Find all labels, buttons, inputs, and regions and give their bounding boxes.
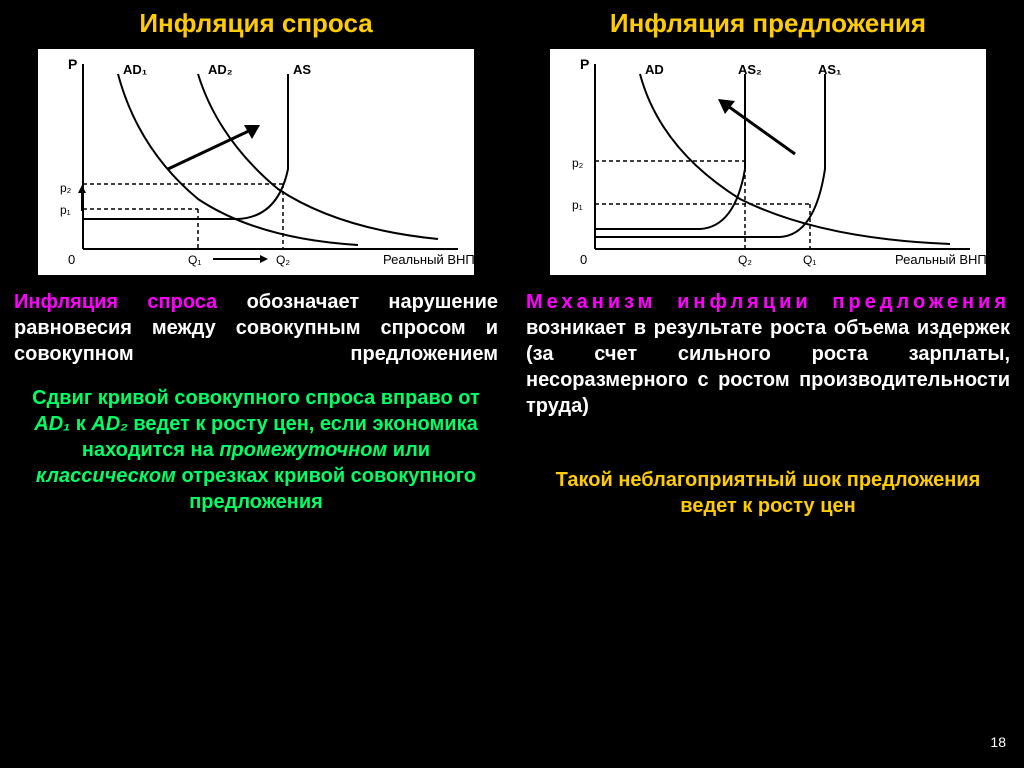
slide-number: 18 (990, 734, 1006, 750)
svg-text:Q₁: Q₁ (188, 253, 201, 267)
right-para-1: Механизм инфляции предложения возникает … (526, 289, 1010, 419)
svg-text:Q₂: Q₂ (738, 253, 752, 267)
supply-inflation-chart: P Реальный ВНП 0 AD AS₂ AS₁ p₂ p₁ Q₂ Q₁ (548, 47, 988, 277)
left-column: Инфляция спроса P Реальный ВНП 0 AD₁ AD₂… (0, 0, 512, 768)
svg-text:AS: AS (293, 62, 311, 77)
left-title: Инфляция спроса (14, 8, 498, 39)
right-para-2: Такой неблагоприятный шок предложения ве… (526, 467, 1010, 519)
svg-text:p₁: p₁ (60, 203, 71, 217)
svg-text:Q₂: Q₂ (276, 253, 290, 267)
svg-text:Q₁: Q₁ (803, 253, 816, 267)
svg-text:Реальный ВНП: Реальный ВНП (895, 252, 987, 267)
svg-text:0: 0 (580, 252, 587, 267)
x-axis-label: Реальный ВНП (383, 252, 475, 267)
svg-text:AS₁: AS₁ (818, 62, 841, 77)
svg-text:p₁: p₁ (572, 198, 583, 212)
svg-text:AD₁: AD₁ (123, 62, 147, 77)
svg-text:AD: AD (645, 62, 664, 77)
svg-text:AS₂: AS₂ (738, 62, 762, 77)
right-column: Инфляция предложения P Реальный ВНП 0 AD… (512, 0, 1024, 768)
svg-text:P: P (580, 56, 589, 72)
svg-text:p₂: p₂ (60, 181, 72, 195)
y-axis-label: P (68, 56, 77, 72)
origin-label: 0 (68, 252, 75, 267)
demand-inflation-chart: P Реальный ВНП 0 AD₁ AD₂ AS p₂ p₁ Q₁ (36, 47, 476, 277)
right-title: Инфляция предложения (526, 8, 1010, 39)
svg-text:AD₂: AD₂ (208, 62, 233, 77)
left-para-1: Инфляция спроса обозначает нарушение рав… (14, 289, 498, 367)
left-para-2: Сдвиг кривой совокупного спроса вправо о… (14, 385, 498, 515)
svg-text:p₂: p₂ (572, 156, 584, 170)
